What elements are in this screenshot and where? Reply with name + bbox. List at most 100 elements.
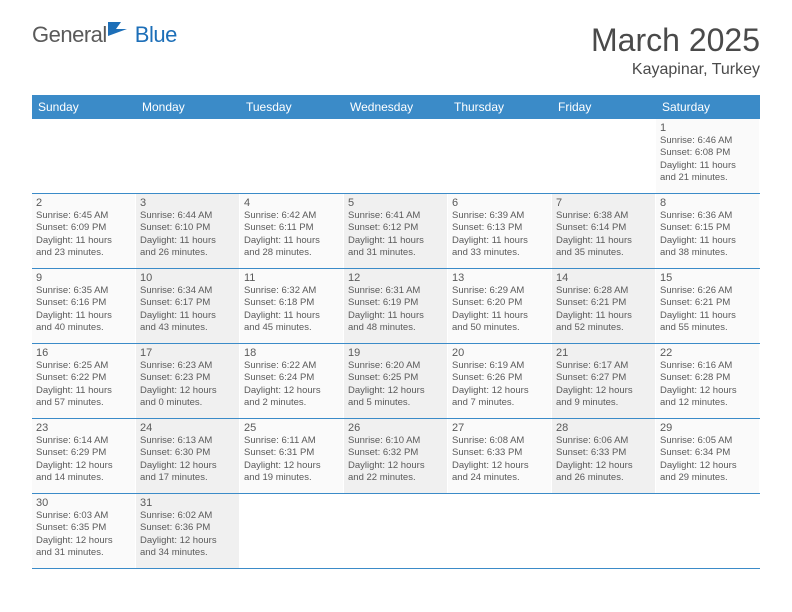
empty-cell [344, 494, 448, 568]
day-number: 10 [140, 272, 235, 284]
day-details: Sunrise: 6:39 AMSunset: 6:13 PMDaylight:… [452, 210, 547, 259]
day-details: Sunrise: 6:44 AMSunset: 6:10 PMDaylight:… [140, 210, 235, 259]
day-number: 30 [36, 497, 131, 509]
day-number: 29 [660, 422, 755, 434]
day-header-monday: Monday [136, 95, 240, 119]
day-number: 2 [36, 197, 131, 209]
day-number: 21 [556, 347, 651, 359]
day-details: Sunrise: 6:20 AMSunset: 6:25 PMDaylight:… [348, 360, 443, 409]
day-header-wednesday: Wednesday [344, 95, 448, 119]
day-number: 6 [452, 197, 547, 209]
day-number: 8 [660, 197, 755, 209]
day-details: Sunrise: 6:36 AMSunset: 6:15 PMDaylight:… [660, 210, 755, 259]
day-cell-27: 27Sunrise: 6:08 AMSunset: 6:33 PMDayligh… [448, 419, 552, 493]
day-cell-11: 11Sunrise: 6:32 AMSunset: 6:18 PMDayligh… [240, 269, 344, 343]
day-number: 26 [348, 422, 443, 434]
logo: General Blue [32, 22, 177, 48]
empty-cell [240, 494, 344, 568]
day-number: 28 [556, 422, 651, 434]
day-number: 7 [556, 197, 651, 209]
empty-cell [32, 119, 136, 193]
day-header-row: SundayMondayTuesdayWednesdayThursdayFrid… [32, 95, 760, 119]
day-details: Sunrise: 6:46 AMSunset: 6:08 PMDaylight:… [660, 135, 755, 184]
day-cell-23: 23Sunrise: 6:14 AMSunset: 6:29 PMDayligh… [32, 419, 136, 493]
day-details: Sunrise: 6:25 AMSunset: 6:22 PMDaylight:… [36, 360, 131, 409]
day-details: Sunrise: 6:31 AMSunset: 6:19 PMDaylight:… [348, 285, 443, 334]
day-number: 24 [140, 422, 235, 434]
day-number: 18 [244, 347, 339, 359]
day-number: 5 [348, 197, 443, 209]
day-cell-18: 18Sunrise: 6:22 AMSunset: 6:24 PMDayligh… [240, 344, 344, 418]
day-number: 31 [140, 497, 235, 509]
day-cell-4: 4Sunrise: 6:42 AMSunset: 6:11 PMDaylight… [240, 194, 344, 268]
day-number: 3 [140, 197, 235, 209]
empty-cell [552, 119, 656, 193]
empty-cell [448, 494, 552, 568]
week-row: 16Sunrise: 6:25 AMSunset: 6:22 PMDayligh… [32, 344, 760, 419]
day-cell-10: 10Sunrise: 6:34 AMSunset: 6:17 PMDayligh… [136, 269, 240, 343]
calendar: SundayMondayTuesdayWednesdayThursdayFrid… [32, 95, 760, 569]
day-header-tuesday: Tuesday [240, 95, 344, 119]
day-cell-5: 5Sunrise: 6:41 AMSunset: 6:12 PMDaylight… [344, 194, 448, 268]
day-number: 1 [660, 122, 755, 134]
day-details: Sunrise: 6:34 AMSunset: 6:17 PMDaylight:… [140, 285, 235, 334]
week-row: 30Sunrise: 6:03 AMSunset: 6:35 PMDayligh… [32, 494, 760, 569]
day-number: 22 [660, 347, 755, 359]
day-cell-7: 7Sunrise: 6:38 AMSunset: 6:14 PMDaylight… [552, 194, 656, 268]
day-details: Sunrise: 6:05 AMSunset: 6:34 PMDaylight:… [660, 435, 755, 484]
day-cell-28: 28Sunrise: 6:06 AMSunset: 6:33 PMDayligh… [552, 419, 656, 493]
day-details: Sunrise: 6:28 AMSunset: 6:21 PMDaylight:… [556, 285, 651, 334]
day-cell-12: 12Sunrise: 6:31 AMSunset: 6:19 PMDayligh… [344, 269, 448, 343]
day-details: Sunrise: 6:42 AMSunset: 6:11 PMDaylight:… [244, 210, 339, 259]
empty-cell [448, 119, 552, 193]
day-details: Sunrise: 6:17 AMSunset: 6:27 PMDaylight:… [556, 360, 651, 409]
day-details: Sunrise: 6:45 AMSunset: 6:09 PMDaylight:… [36, 210, 131, 259]
day-cell-31: 31Sunrise: 6:02 AMSunset: 6:36 PMDayligh… [136, 494, 240, 568]
day-number: 11 [244, 272, 339, 284]
day-cell-13: 13Sunrise: 6:29 AMSunset: 6:20 PMDayligh… [448, 269, 552, 343]
day-details: Sunrise: 6:16 AMSunset: 6:28 PMDaylight:… [660, 360, 755, 409]
day-number: 19 [348, 347, 443, 359]
title-block: March 2025 Kayapinar, Turkey [591, 22, 760, 79]
location: Kayapinar, Turkey [591, 61, 760, 79]
week-row: 1Sunrise: 6:46 AMSunset: 6:08 PMDaylight… [32, 119, 760, 194]
day-cell-29: 29Sunrise: 6:05 AMSunset: 6:34 PMDayligh… [656, 419, 760, 493]
day-number: 17 [140, 347, 235, 359]
day-number: 20 [452, 347, 547, 359]
day-details: Sunrise: 6:32 AMSunset: 6:18 PMDaylight:… [244, 285, 339, 334]
empty-cell [552, 494, 656, 568]
day-details: Sunrise: 6:11 AMSunset: 6:31 PMDaylight:… [244, 435, 339, 484]
week-row: 23Sunrise: 6:14 AMSunset: 6:29 PMDayligh… [32, 419, 760, 494]
day-cell-8: 8Sunrise: 6:36 AMSunset: 6:15 PMDaylight… [656, 194, 760, 268]
day-details: Sunrise: 6:26 AMSunset: 6:21 PMDaylight:… [660, 285, 755, 334]
day-details: Sunrise: 6:22 AMSunset: 6:24 PMDaylight:… [244, 360, 339, 409]
day-cell-20: 20Sunrise: 6:19 AMSunset: 6:26 PMDayligh… [448, 344, 552, 418]
flag-icon [107, 20, 133, 43]
day-details: Sunrise: 6:35 AMSunset: 6:16 PMDaylight:… [36, 285, 131, 334]
day-cell-17: 17Sunrise: 6:23 AMSunset: 6:23 PMDayligh… [136, 344, 240, 418]
day-number: 16 [36, 347, 131, 359]
day-details: Sunrise: 6:19 AMSunset: 6:26 PMDaylight:… [452, 360, 547, 409]
day-details: Sunrise: 6:29 AMSunset: 6:20 PMDaylight:… [452, 285, 547, 334]
day-cell-14: 14Sunrise: 6:28 AMSunset: 6:21 PMDayligh… [552, 269, 656, 343]
empty-cell [136, 119, 240, 193]
day-cell-21: 21Sunrise: 6:17 AMSunset: 6:27 PMDayligh… [552, 344, 656, 418]
day-details: Sunrise: 6:06 AMSunset: 6:33 PMDaylight:… [556, 435, 651, 484]
week-row: 2Sunrise: 6:45 AMSunset: 6:09 PMDaylight… [32, 194, 760, 269]
day-details: Sunrise: 6:08 AMSunset: 6:33 PMDaylight:… [452, 435, 547, 484]
day-cell-25: 25Sunrise: 6:11 AMSunset: 6:31 PMDayligh… [240, 419, 344, 493]
day-header-friday: Friday [552, 95, 656, 119]
day-number: 27 [452, 422, 547, 434]
day-cell-2: 2Sunrise: 6:45 AMSunset: 6:09 PMDaylight… [32, 194, 136, 268]
day-cell-6: 6Sunrise: 6:39 AMSunset: 6:13 PMDaylight… [448, 194, 552, 268]
day-details: Sunrise: 6:38 AMSunset: 6:14 PMDaylight:… [556, 210, 651, 259]
day-header-saturday: Saturday [656, 95, 760, 119]
day-number: 15 [660, 272, 755, 284]
day-number: 25 [244, 422, 339, 434]
day-details: Sunrise: 6:23 AMSunset: 6:23 PMDaylight:… [140, 360, 235, 409]
day-details: Sunrise: 6:02 AMSunset: 6:36 PMDaylight:… [140, 510, 235, 559]
day-cell-9: 9Sunrise: 6:35 AMSunset: 6:16 PMDaylight… [32, 269, 136, 343]
day-details: Sunrise: 6:03 AMSunset: 6:35 PMDaylight:… [36, 510, 131, 559]
day-details: Sunrise: 6:10 AMSunset: 6:32 PMDaylight:… [348, 435, 443, 484]
month-title: March 2025 [591, 22, 760, 59]
